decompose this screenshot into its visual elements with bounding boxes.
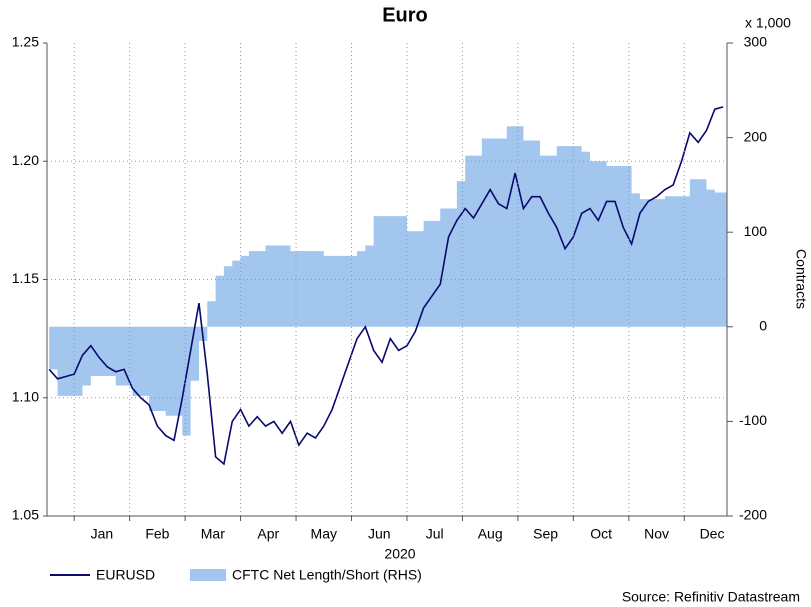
y2-tick-label: -100 (739, 412, 767, 428)
x-axis-label: 2020 (384, 546, 415, 562)
x-tick-label: May (311, 526, 337, 542)
y2-tick-label: 300 (744, 34, 768, 50)
legend-label: CFTC Net Length/Short (RHS) (232, 567, 422, 583)
net-position-area (49, 126, 727, 436)
y-tick-label: 1.10 (12, 388, 39, 404)
legend-label: EURUSD (96, 567, 155, 583)
source: Source: Refinitiv Datastream (622, 589, 800, 605)
y2-tick-label: -200 (739, 507, 767, 523)
y-tick-label: 1.25 (12, 34, 39, 50)
y2-unit: x 1,000 (745, 15, 791, 31)
x-tick-label: Dec (700, 526, 725, 542)
y-tick-label: 1.05 (12, 507, 39, 523)
chart-title: Euro (382, 4, 428, 26)
x-tick-label: Oct (590, 526, 612, 542)
y2-tick-label: 200 (744, 128, 768, 144)
x-tick-label: Nov (644, 526, 669, 542)
y2-axis-label: Contracts (793, 249, 809, 309)
price-line (48, 106, 724, 466)
legend-swatch (190, 569, 226, 581)
x-tick-label: Aug (478, 526, 503, 542)
y-tick-label: 1.15 (12, 270, 39, 286)
x-tick-label: Jan (91, 526, 114, 542)
y2-tick-label: 0 (759, 318, 767, 334)
x-tick-label: Mar (201, 526, 225, 542)
x-tick-label: Feb (145, 526, 169, 542)
x-tick-label: Apr (257, 526, 279, 542)
x-tick-label: Jul (426, 526, 444, 542)
y2-tick-label: 100 (744, 223, 768, 239)
x-tick-label: Jun (368, 526, 391, 542)
y-tick-label: 1.20 (12, 152, 39, 168)
x-tick-label: Sep (533, 526, 558, 542)
